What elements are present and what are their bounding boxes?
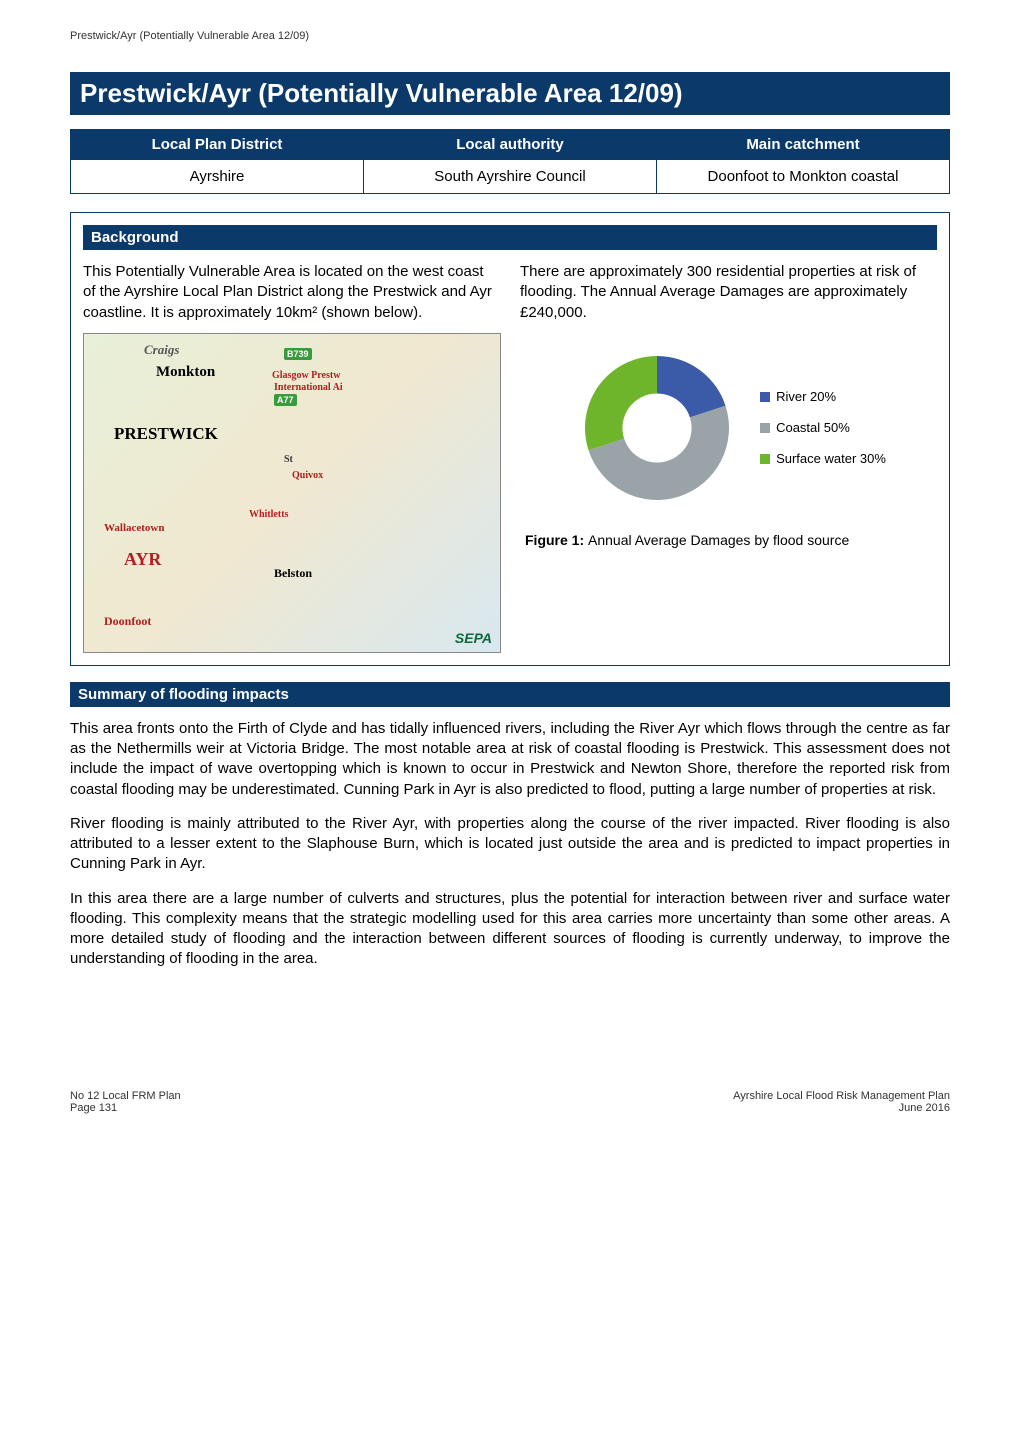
donut-slice [585, 356, 657, 450]
summary-heading: Summary of flooding impacts [70, 682, 950, 707]
chart-legend: River 20%Coastal 50%Surface water 30% [760, 381, 886, 475]
map-label: International Ai [274, 382, 343, 393]
sepa-logo: SEPA [455, 630, 492, 646]
legend-label: Coastal 50% [776, 412, 850, 443]
page-footer: No 12 Local FRM Plan Page 131 Ayrshire L… [70, 1090, 950, 1114]
footer-right-2: June 2016 [733, 1102, 950, 1114]
map-label: St [284, 454, 293, 465]
page-title: Prestwick/Ayr (Potentially Vulnerable Ar… [70, 72, 950, 115]
legend-item: Surface water 30% [760, 443, 886, 474]
map-label: Belston [274, 566, 312, 581]
map-label: AYR [124, 549, 161, 570]
map-road-badge: B739 [284, 348, 312, 360]
info-td-authority: South Ayrshire Council [364, 160, 657, 194]
info-th-catchment: Main catchment [657, 130, 950, 160]
donut-chart [572, 343, 742, 513]
legend-item: Coastal 50% [760, 412, 886, 443]
map-label: Doonfoot [104, 614, 151, 629]
donut-slice [657, 356, 725, 417]
background-box: Background This Potentially Vulnerable A… [70, 212, 950, 666]
map-label: Craigs [144, 342, 179, 358]
legend-swatch [760, 423, 770, 433]
legend-label: Surface water 30% [776, 443, 886, 474]
info-td-district: Ayrshire [71, 160, 364, 194]
background-heading: Background [83, 225, 937, 250]
figure-caption-rest: Annual Average Damages by flood source [588, 532, 849, 548]
legend-swatch [760, 454, 770, 464]
map-label: Whitletts [249, 509, 288, 520]
info-table: Local Plan District Local authority Main… [70, 129, 950, 194]
summary-paragraph: This area fronts onto the Firth of Clyde… [70, 719, 950, 800]
map-label: Glasgow Prestw [272, 370, 340, 381]
info-th-authority: Local authority [364, 130, 657, 160]
footer-right-1: Ayrshire Local Flood Risk Management Pla… [733, 1090, 950, 1102]
summary-paragraph: River flooding is mainly attributed to t… [70, 814, 950, 875]
figure-caption: Figure 1: Annual Average Damages by floo… [521, 531, 849, 549]
map-label: Wallacetown [104, 522, 165, 534]
map-label: PRESTWICK [114, 424, 218, 444]
legend-label: River 20% [776, 381, 836, 412]
chart-column: River 20%Coastal 50%Surface water 30% Fi… [521, 333, 937, 653]
figure-caption-prefix: Figure 1: [525, 532, 588, 548]
map-label: Monkton [156, 364, 215, 381]
legend-item: River 20% [760, 381, 886, 412]
legend-swatch [760, 392, 770, 402]
header-path: Prestwick/Ayr (Potentially Vulnerable Ar… [70, 30, 950, 42]
background-left-text: This Potentially Vulnerable Area is loca… [83, 262, 500, 323]
info-td-catchment: Doonfoot to Monkton coastal [657, 160, 950, 194]
summary-body: This area fronts onto the Firth of Clyde… [70, 719, 950, 970]
footer-left-1: No 12 Local FRM Plan [70, 1090, 181, 1102]
location-map: SEPA Craigs Monkton Glasgow PrestwInternat… [83, 333, 501, 653]
footer-left-2: Page 131 [70, 1102, 181, 1114]
background-right-text: There are approximately 300 residential … [520, 262, 937, 323]
summary-paragraph: In this area there are a large number of… [70, 889, 950, 970]
map-label: Quivox [292, 470, 323, 481]
info-th-district: Local Plan District [71, 130, 364, 160]
map-road-badge: A77 [274, 394, 297, 406]
